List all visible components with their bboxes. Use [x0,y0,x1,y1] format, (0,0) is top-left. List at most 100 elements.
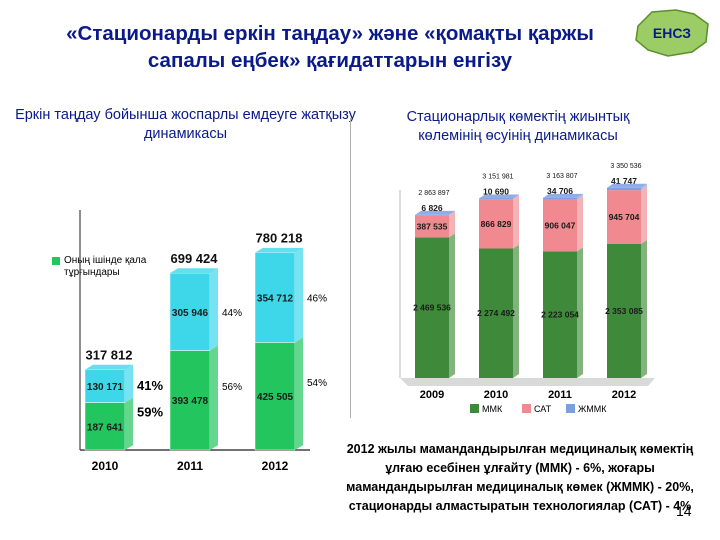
bar-side [449,210,455,216]
bar-segment [479,248,513,378]
bar-value-label: 305 946 [172,308,209,319]
bar-top [170,268,218,274]
bar-side [210,345,218,450]
right-chart: 2 469 536 387 535 6 826 2 863 897 2009 2 274 … [399,163,655,401]
bar-value-label: 387 535 [417,221,448,231]
x-tick-label: 2011 [548,389,572,401]
percent-label: 41% [137,378,163,393]
x-tick-label: 2011 [177,459,203,473]
left-legend: Оның ішінде қала тұрғындары [52,255,152,279]
bar-side [295,247,303,343]
bar-value-label: 41 747 [611,176,637,186]
percent-label: 59% [137,404,163,419]
bar-segment [607,244,641,378]
x-tick-label: 2012 [612,389,636,401]
percent-label: 54% [307,378,327,389]
bar-side [577,247,583,378]
bar-segment [254,252,296,343]
legend-item-zhmmk: ЖММК [566,404,607,414]
x-tick-label: 2010 [92,459,119,473]
bar-segment [169,350,211,451]
bar-side [125,364,133,403]
bar-side [210,268,218,351]
bar-value-label: 2 274 492 [477,308,515,318]
legend-swatch [566,404,575,413]
bar-side [513,195,519,249]
percent-label: 44% [222,308,242,319]
bar-segment [254,342,296,451]
bar-value-label: 945 704 [609,212,640,222]
bar-value-label: 2 469 536 [413,303,451,313]
bar-value-label: 354 712 [257,294,294,305]
footnote: 2012 жылы мамандандырылған медициналық к… [346,442,694,513]
bar-segment [415,215,449,238]
bar-total-label: 3 350 536 [610,163,641,170]
left-chart-subtitle: Еркін таңдау бойынша жоспарлы емдеуге жа… [15,107,356,142]
bar-segment [607,190,641,245]
divider [350,118,351,418]
bar-value-label: 187 641 [87,422,124,433]
legend-item-mmk: ММК [470,404,502,414]
legend-item-sat: САТ [522,404,551,414]
slide-title: «Стационарды еркін таңдау» және «қомақты… [66,22,594,72]
bar-top [543,193,583,198]
bar-top [415,210,455,215]
bar-segment [543,251,577,378]
bar-side [295,337,303,450]
bar-total-label: 3 151 981 [482,174,513,181]
bar-top [479,194,519,199]
bar-value-label: 10 690 [483,187,509,197]
logo-map-shape [635,9,709,57]
bar-value-label: 130 171 [87,382,124,393]
bar-value-label: 2 223 054 [541,310,579,320]
bar-segment [415,237,449,378]
bar-total-label: 3 163 807 [546,173,577,180]
bar-value-label: 906 047 [545,221,576,231]
bar-side [577,195,583,252]
page-number: 14 [676,503,692,519]
bar-total-label: 699 424 [171,251,219,266]
legend-swatch [522,404,531,413]
bar-segment [543,199,577,252]
bar-segment [479,198,513,200]
bar-side [513,194,519,200]
bar-segment [84,369,126,403]
left-chart: 187 641 130 171 317 812 2010 59% 41% 393 478 30… [79,210,327,473]
bar-value-label: 2 353 085 [605,306,643,316]
legend-label: ЖММК [578,404,607,414]
legend-label: САТ [534,404,552,414]
bar-top [85,364,133,370]
bar-total-label: 2 863 897 [418,190,449,197]
bar-value-label: 866 829 [481,219,512,229]
bar-segment [543,197,577,200]
bar-segment [607,187,641,191]
bar-top [255,247,303,253]
legend-swatch [52,257,60,265]
bar-value-label: 34 706 [547,186,573,196]
bar-total-label: 780 218 [256,231,303,246]
bar-total-label: 317 812 [86,348,133,363]
logo-text: ЕНСЗ [653,25,691,41]
x-tick-label: 2010 [484,389,508,401]
legend-swatch [470,404,479,413]
bar-side [449,211,455,238]
percent-label: 46% [307,294,327,305]
logo: ЕНСЗ [632,4,712,62]
right-chart-subtitle: Стационарлық көмектің жиынтық көлемінің … [406,109,630,144]
bar-side [125,397,133,450]
bar-value-label: 425 505 [257,392,294,403]
x-tick-label: 2012 [262,459,289,473]
bar-side [641,240,647,378]
legend-label: Оның ішінде қала тұрғындары [64,255,147,278]
bar-segment [84,402,126,451]
bar-value-label: 393 478 [172,396,209,407]
bar-side [641,183,647,191]
bar-segment [479,199,513,249]
bar-side [449,233,455,378]
bar-top [607,183,647,188]
bar-side [513,244,519,378]
chart-floor [400,378,655,386]
x-tick-label: 2009 [420,389,444,401]
percent-label: 56% [222,382,242,393]
